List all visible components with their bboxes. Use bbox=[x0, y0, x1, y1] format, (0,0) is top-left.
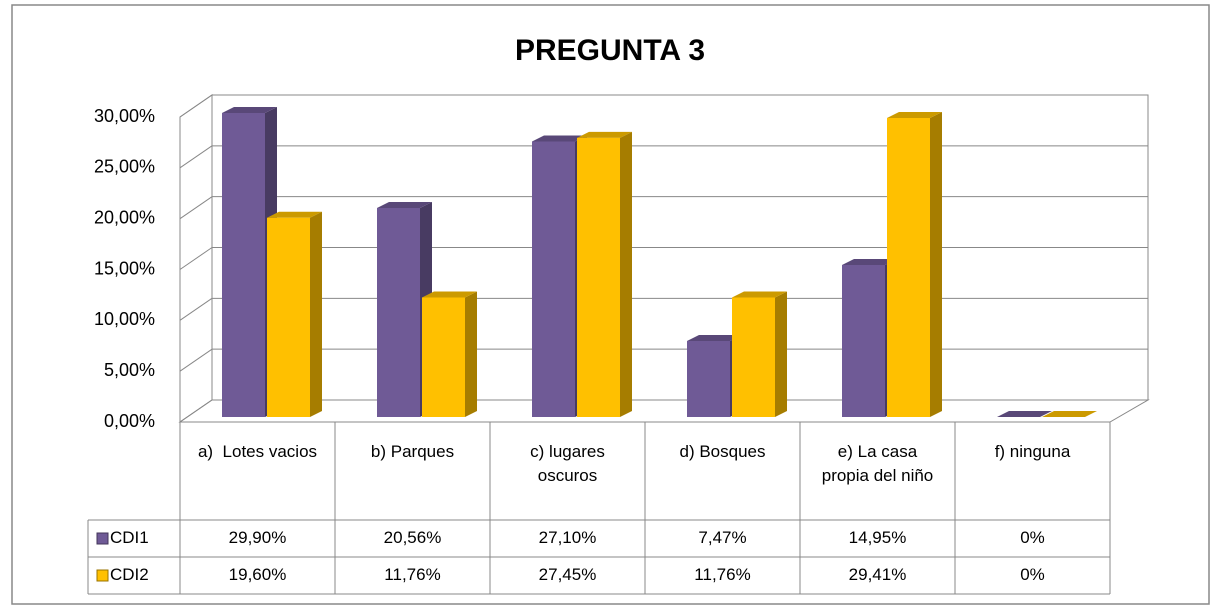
bar-face bbox=[267, 217, 310, 417]
bar bbox=[267, 211, 322, 417]
bar bbox=[1042, 411, 1097, 417]
bar-face bbox=[222, 113, 265, 418]
category-label: d) Bosques bbox=[679, 442, 766, 461]
category-label: e) La casa propia del niño bbox=[821, 442, 934, 485]
legend-label: CDI2 bbox=[110, 565, 149, 584]
data-label: 29,41% bbox=[848, 565, 907, 584]
category-label: a) Lotes vacios bbox=[197, 442, 318, 461]
y-tick-label: 25,00% bbox=[94, 157, 155, 177]
category-label: f) ninguna bbox=[994, 442, 1071, 461]
y-tick-label: 15,00% bbox=[94, 258, 155, 278]
data-label: 29,90% bbox=[228, 528, 287, 547]
grid-line bbox=[179, 297, 213, 321]
bar-face bbox=[997, 411, 1052, 417]
y-tick-label: 10,00% bbox=[94, 309, 155, 329]
bar bbox=[422, 291, 477, 417]
bar-face bbox=[422, 297, 465, 417]
grid-line bbox=[179, 399, 213, 423]
bar-face bbox=[377, 201, 432, 208]
bar-face bbox=[1042, 411, 1097, 417]
bar-face bbox=[222, 107, 277, 114]
data-label: 19,60% bbox=[228, 565, 287, 584]
bar-face bbox=[842, 259, 897, 266]
legend-key bbox=[96, 569, 109, 582]
bar-face bbox=[532, 141, 575, 417]
chart-title: PREGUNTA 3 bbox=[515, 34, 705, 67]
bar-face bbox=[930, 111, 942, 417]
y-tick-label: 0,00% bbox=[104, 411, 155, 431]
data-label: 14,95% bbox=[848, 528, 907, 547]
data-label: 11,76% bbox=[384, 565, 441, 584]
bar-face bbox=[377, 207, 420, 417]
bar-face bbox=[267, 211, 322, 218]
bar bbox=[732, 291, 787, 417]
data-label: 7,47% bbox=[698, 528, 747, 547]
y-tick-label: 20,00% bbox=[94, 207, 155, 227]
bar-face bbox=[842, 265, 885, 417]
grid-line bbox=[179, 145, 213, 169]
data-label: 11,76% bbox=[694, 565, 751, 584]
bar-face bbox=[887, 111, 942, 118]
data-label: 27,45% bbox=[538, 565, 597, 584]
bar bbox=[997, 411, 1052, 417]
legend-key bbox=[96, 532, 109, 545]
y-tick-label: 5,00% bbox=[104, 360, 155, 380]
grid-line bbox=[179, 196, 213, 220]
data-label: 0% bbox=[1020, 528, 1045, 547]
bar-face bbox=[310, 211, 322, 417]
category-label: c) lugares oscuros bbox=[530, 442, 610, 485]
category-label: b) Parques bbox=[370, 442, 455, 461]
bar-face bbox=[577, 137, 620, 418]
bar-face bbox=[532, 135, 587, 142]
bar-face bbox=[620, 131, 632, 418]
bar bbox=[577, 131, 632, 418]
bar bbox=[887, 111, 942, 417]
data-label: 20,56% bbox=[383, 528, 442, 547]
bar-face bbox=[577, 131, 632, 138]
bar-face bbox=[422, 291, 477, 298]
y-tick-label: 30,00% bbox=[94, 106, 155, 126]
bar-face bbox=[732, 291, 787, 298]
grid-line bbox=[179, 94, 213, 118]
floor bbox=[178, 399, 1150, 423]
bar-face bbox=[465, 291, 477, 417]
bar-face bbox=[887, 117, 930, 417]
bar-face bbox=[732, 297, 775, 417]
bar-face bbox=[775, 291, 787, 417]
data-label: 0% bbox=[1020, 565, 1045, 584]
bar-face bbox=[687, 341, 730, 417]
data-label: 27,10% bbox=[538, 528, 597, 547]
bar-face bbox=[687, 335, 742, 342]
legend-label: CDI1 bbox=[110, 528, 149, 547]
grid-line bbox=[179, 348, 213, 372]
grid-line bbox=[179, 247, 213, 270]
